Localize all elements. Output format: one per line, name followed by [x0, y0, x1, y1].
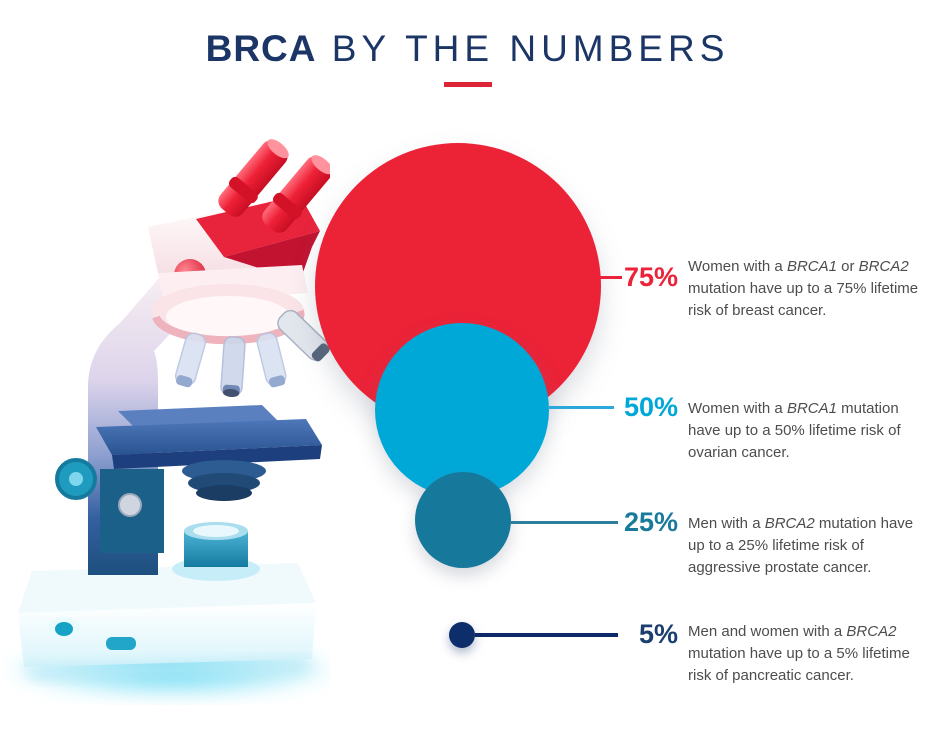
risk-description: Women with a BRCA1 mutation have up to a… — [688, 400, 901, 461]
risk-description: Women with a BRCA1 or BRCA2 mutation hav… — [688, 258, 919, 319]
page-title: BRCA BY THE NUMBERS — [0, 28, 935, 71]
percent-label: 5% — [638, 619, 678, 649]
percent-label: 75% — [623, 262, 678, 292]
leader-line — [598, 276, 622, 279]
risk-description: Men with a BRCA2 mutation have up to a 2… — [688, 515, 914, 576]
percent-label: 50% — [623, 392, 678, 422]
bubble-25 — [415, 472, 511, 568]
title-bold: BRCA — [205, 28, 317, 69]
percent-label: 25% — [623, 507, 678, 537]
bubble-5 — [449, 622, 475, 648]
leader-line — [475, 633, 618, 637]
leader-line — [510, 521, 618, 524]
header: BRCA BY THE NUMBERS — [0, 28, 935, 87]
title-accent-bar — [443, 81, 492, 87]
bubble-50 — [375, 323, 549, 497]
risk-description: Men and women with a BRCA2 mutation have… — [688, 623, 910, 684]
leader-line — [548, 406, 614, 409]
microscope-icon — [2, 139, 330, 703]
title-light: BY THE NUMBERS — [316, 28, 730, 69]
